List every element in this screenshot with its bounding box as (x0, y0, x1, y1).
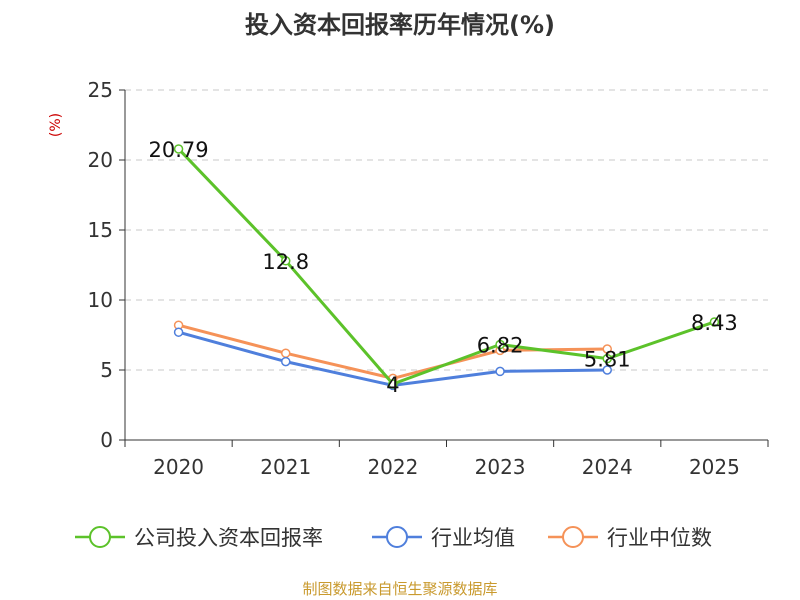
y-tick-label: 15 (88, 218, 113, 242)
legend-marker (386, 526, 408, 548)
data-label: 5.81 (584, 348, 631, 372)
x-tick-label: 2023 (475, 455, 526, 479)
y-axis-unit: (%) (48, 113, 64, 137)
source-note: 制图数据来自恒生聚源数据库 (302, 580, 497, 598)
chart-title: 投入资本回报率历年情况(%) (245, 11, 555, 39)
data-point[interactable] (281, 256, 291, 266)
data-point[interactable] (495, 339, 505, 350)
data-point[interactable] (495, 366, 505, 377)
legend-label: 行业均值 (431, 526, 515, 550)
legend-label: 公司投入资本回报率 (134, 526, 323, 550)
series-line-0 (177, 147, 715, 386)
grid (125, 89, 768, 371)
data-point[interactable] (602, 365, 612, 375)
y-tick-label: 20 (88, 148, 113, 172)
x-tick-label: 2021 (260, 455, 311, 479)
data-label: 20.79 (149, 138, 209, 162)
data-label: 6.82 (477, 334, 524, 358)
series (173, 144, 720, 391)
y-tick-label: 5 (100, 358, 113, 382)
data-point[interactable] (602, 353, 612, 364)
legend-item-2[interactable]: 行业中位数 (548, 526, 712, 550)
legend-marker (562, 526, 584, 548)
legend-item-0[interactable]: 公司投入资本回报率 (75, 526, 323, 550)
data-point[interactable] (602, 344, 612, 354)
legend-marker (89, 526, 111, 548)
legend-label: 行业中位数 (607, 526, 712, 550)
y-tick-label: 0 (100, 428, 113, 452)
legend[interactable]: 公司投入资本回报率 行业均值 行业中位数 (75, 526, 712, 550)
data-label: 4 (386, 373, 399, 397)
x-tick-label: 2024 (582, 455, 633, 479)
x-tick-label: 2025 (689, 455, 740, 479)
legend-item-1[interactable]: 行业均值 (372, 526, 515, 550)
data-label: 12.8 (262, 250, 309, 274)
data-point[interactable] (709, 317, 720, 327)
y-tick-label: 25 (88, 78, 113, 102)
data-labels: 20.79 12.8 4 6.82 5.81 8.43 (149, 138, 738, 397)
data-point[interactable] (173, 327, 184, 337)
data-point[interactable] (281, 356, 291, 367)
data-point[interactable] (388, 379, 398, 389)
data-point[interactable] (281, 348, 291, 358)
data-label: 8.43 (691, 311, 738, 335)
x-tick-label: 2020 (153, 455, 204, 479)
y-tick-label: 10 (88, 288, 113, 312)
data-point[interactable] (173, 144, 184, 154)
x-tick-label: 2022 (367, 455, 418, 479)
